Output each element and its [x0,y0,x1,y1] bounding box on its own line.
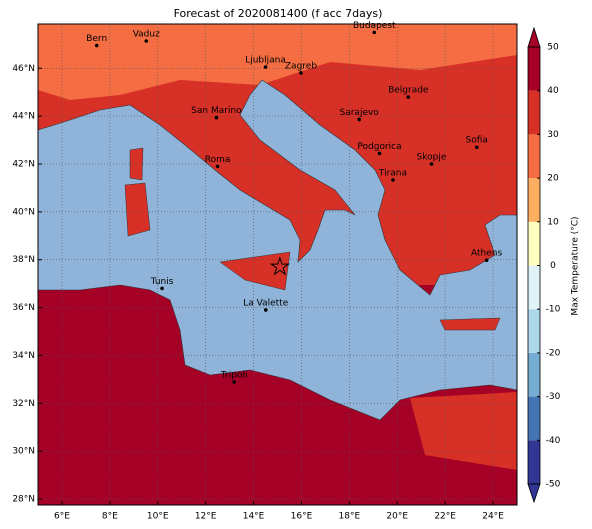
city-marker [263,308,268,312]
y-tick-label: 28°N [12,495,35,505]
colorbar-tick-label: -50 [546,480,561,490]
city-label: Sarajevo [340,108,380,118]
city-label: Podgorica [357,142,401,152]
y-tick-label: 46°N [12,64,35,74]
x-tick-label: 18°E [339,512,361,522]
y-tick-label: 42°N [12,159,35,169]
city-marker [144,39,149,43]
city-marker [94,43,99,48]
colorbar-band [528,309,540,353]
x-tick-label: 14°E [243,512,265,522]
city-marker [263,65,268,69]
city-label: Budapest [353,21,396,31]
y-tick-label: 38°N [12,255,35,265]
colorbar-band [528,221,540,266]
colorbar-tick-label: -10 [546,305,561,315]
island [129,147,144,181]
city-label: Ljubljana [245,56,286,66]
city-marker [215,164,220,169]
island [124,182,151,237]
city-label: Tunis [150,277,174,287]
city-marker [160,286,164,291]
city-label: Zagreb [285,61,317,71]
x-tick-label: 8°E [102,512,118,522]
city-marker [391,178,395,182]
island [439,317,501,331]
city-label: Skopje [417,152,447,162]
y-tick-label: 40°N [12,207,35,217]
colorbar-band [528,47,540,91]
y-tick-label: 36°N [12,303,35,313]
colorbar-band [528,134,540,179]
city-label: Bern [86,34,107,44]
colorbar-band [528,178,540,222]
title: Forecast of 2020081400 (f acc 7days) [174,7,383,20]
city-label: Roma [205,155,231,165]
map-area [38,24,517,505]
colorbar-band [528,265,540,310]
colorbar-tick-label: 30 [547,130,559,140]
star-marker [269,256,291,276]
warm-region [410,392,517,470]
city-marker [357,117,361,122]
colorbar-band [528,396,540,441]
city-label: San Marino [191,106,242,116]
city-marker [406,95,411,99]
colorbar-tick-label: -30 [546,392,561,402]
island [219,251,291,291]
city-marker [429,162,434,166]
city-label: Athens [471,249,502,259]
colorbar-band [528,440,540,484]
map-frame [37,23,518,506]
city-marker [372,30,377,35]
colorbar-tick-label: -40 [546,436,561,446]
city-label: Belgrade [388,85,429,95]
city-label: La Valette [243,298,288,308]
x-tick-label: 10°E [147,512,169,522]
y-tick-label: 44°N [12,112,35,122]
colorbar-tick-label: -20 [546,348,561,358]
y-tick-label: 30°N [12,447,35,457]
city-marker [299,71,303,75]
x-tick-label: 24°E [482,512,504,522]
colorbar-band [528,90,540,135]
x-tick-label: 12°E [195,512,217,522]
x-tick-label: 22°E [434,512,456,522]
city-label: Tirana [378,169,407,179]
colorbar-extend [527,26,541,48]
colorbar-extend [527,483,541,504]
colorbar-tick-label: 10 [547,217,559,227]
colorbar-tick-label: 50 [547,43,559,53]
city-label: Tripoli [220,370,248,380]
colorbar-tick-label: 0 [550,261,556,271]
city-marker [232,380,236,384]
city-marker [377,151,382,156]
city-marker [214,115,219,120]
x-tick-label: 16°E [291,512,313,522]
y-tick-label: 34°N [12,351,35,361]
x-tick-label: 6°E [54,512,70,522]
colorbar-tick-label: 40 [547,86,559,96]
colorbar-label: Max Temperature (°C) [571,216,581,315]
colorbar-band [528,352,540,397]
city-label: Vaduz [133,29,160,39]
city-marker [484,258,489,262]
city-label: Sofia [466,136,488,146]
x-tick-label: 20°E [386,512,408,522]
y-tick-label: 32°N [12,399,35,409]
colorbar-tick-label: 20 [547,174,559,184]
city-marker [474,145,479,150]
